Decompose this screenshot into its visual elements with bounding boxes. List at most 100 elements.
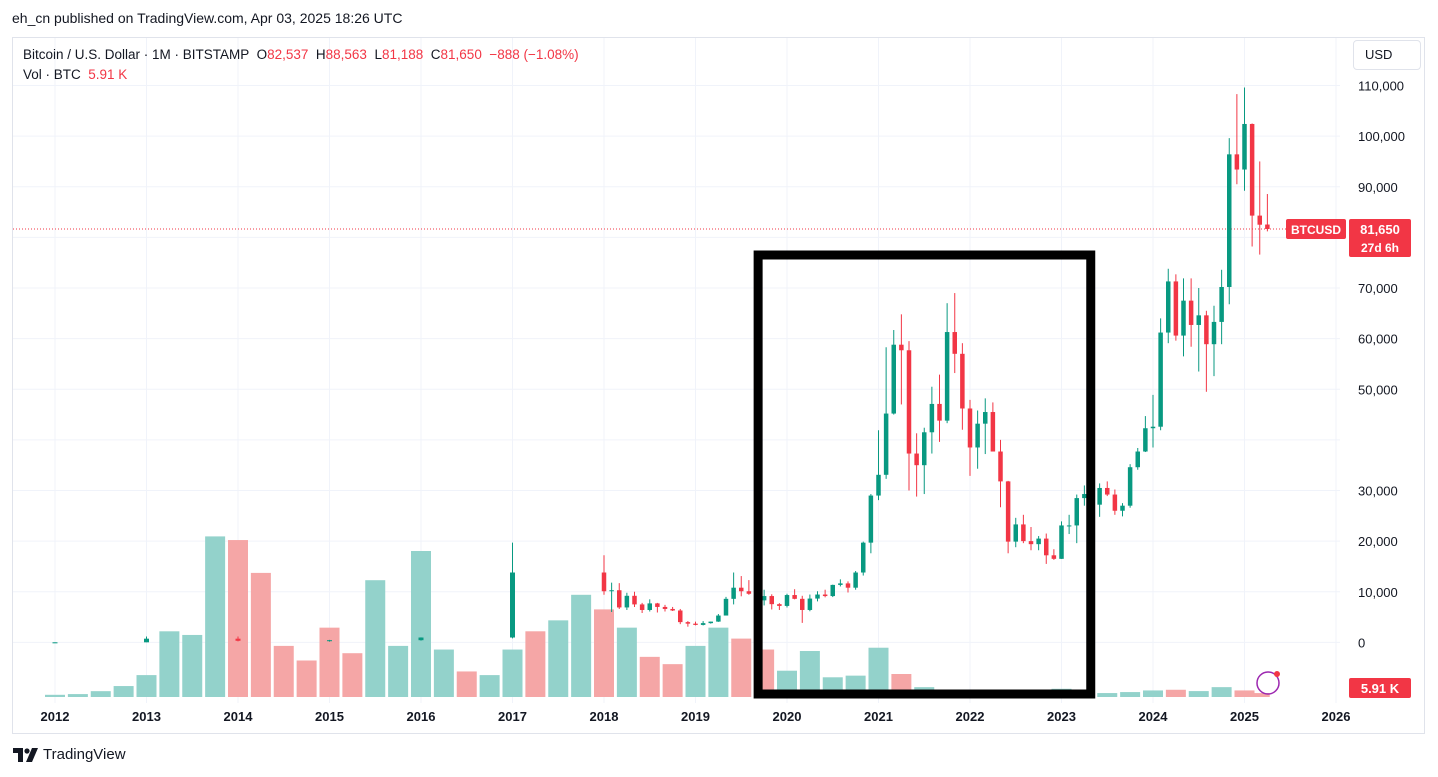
- price-axis-label: 90,000: [1358, 180, 1398, 195]
- candle-body: [922, 432, 927, 466]
- legend-change: −888 (−1.08%): [489, 47, 579, 62]
- candle-body: [876, 474, 881, 496]
- candle-body: [899, 344, 904, 351]
- candle-body: [1044, 538, 1049, 556]
- volume-bar: [868, 647, 889, 697]
- candle-body: [1112, 494, 1118, 511]
- candle-body: [1234, 154, 1240, 170]
- candle-body: [853, 572, 858, 588]
- legend-ohlc-row: Bitcoin / U.S. Dollar · 1M · BITSTAMP O8…: [23, 45, 579, 65]
- volume-bar: [1234, 690, 1255, 697]
- candle-body: [998, 451, 1003, 482]
- candle-body: [693, 623, 698, 625]
- time-axis-label: 2025: [1230, 709, 1259, 724]
- candle-body: [1158, 332, 1163, 427]
- candle-body: [769, 596, 774, 605]
- legend-high: 88,563: [325, 47, 367, 62]
- candle-body: [975, 423, 980, 448]
- candle-body: [929, 403, 935, 433]
- price-axis-label: 50,000: [1358, 382, 1398, 397]
- candle-body: [1051, 555, 1057, 559]
- price-axis-label: 10,000: [1358, 585, 1398, 600]
- candle-body: [624, 595, 630, 608]
- candle-body: [1066, 525, 1072, 527]
- candle-body: [891, 344, 896, 414]
- candle-body: [1143, 428, 1148, 452]
- candles: [52, 87, 1270, 644]
- volume-bar: [685, 645, 706, 697]
- candle-body: [639, 604, 645, 610]
- countdown-tag: 27d 6h: [1361, 241, 1399, 255]
- time-axis-label: 2023: [1047, 709, 1076, 724]
- candle-body: [1120, 505, 1125, 511]
- candle-body: [952, 332, 957, 354]
- volume-bar: [571, 594, 592, 697]
- candle-body: [967, 408, 973, 448]
- volume-bar: [67, 694, 88, 697]
- volume-bar: [479, 675, 500, 697]
- time-axis-label: 2026: [1322, 709, 1351, 724]
- candle-body: [1181, 300, 1186, 336]
- tradingview-logo-icon: [13, 747, 38, 762]
- candle-body: [1036, 538, 1041, 545]
- legend-symbol[interactable]: Bitcoin / U.S. Dollar · 1M · BITSTAMP: [23, 47, 250, 62]
- candle-body: [807, 598, 813, 610]
- candle-body: [708, 621, 713, 624]
- time-axis-label: 2013: [132, 709, 161, 724]
- candle-body: [1242, 123, 1247, 170]
- candle-body: [510, 572, 515, 638]
- volume-tag-bg: [1349, 678, 1411, 698]
- event-icon: [1256, 671, 1280, 695]
- candle-body: [1219, 286, 1224, 322]
- candle-body: [1059, 525, 1064, 559]
- candle-body: [235, 638, 241, 641]
- volume-bar: [708, 627, 729, 697]
- time-axis-label: 2020: [773, 709, 802, 724]
- candle-body: [800, 598, 805, 610]
- candle-body: [1196, 315, 1201, 325]
- volume-bar: [1188, 691, 1209, 697]
- candle-body: [983, 412, 988, 424]
- candle-body: [1021, 524, 1026, 542]
- candle-body: [144, 638, 149, 643]
- time-axis-label: 2014: [224, 709, 254, 724]
- last-price-tag: 81,650: [1360, 222, 1400, 237]
- price-axis-label: 70,000: [1358, 281, 1398, 296]
- time-axis-label: 2021: [864, 709, 893, 724]
- volume-bar: [731, 638, 752, 697]
- price-axis: 0 10,000 20,000 30,000 50,000 60,000 70,000 90,…: [1358, 79, 1405, 651]
- candle-body: [792, 595, 797, 599]
- candle-body: [1173, 281, 1179, 336]
- volume-bar: [159, 631, 180, 697]
- candle-body: [670, 608, 675, 611]
- legend-volume-row: Vol · BTC 5.91 K: [23, 65, 579, 85]
- candle-body: [1082, 494, 1087, 499]
- price-axis-label: 20,000: [1358, 534, 1398, 549]
- time-axis-label: 2024: [1139, 709, 1169, 724]
- time-axis: 2012 2013 2014 2015 2016 2017 2018 2019 2020 2021…: [41, 709, 1351, 724]
- volume-bar: [296, 660, 317, 697]
- legend-low: 81,188: [381, 47, 424, 62]
- tradingview-logo[interactable]: TradingView: [13, 746, 126, 763]
- time-axis-label: 2019: [681, 709, 710, 724]
- currency-button[interactable]: USD: [1353, 40, 1421, 70]
- time-axis-label: 2017: [498, 709, 527, 724]
- volume-bar: [1165, 689, 1186, 697]
- candle-body: [868, 495, 874, 543]
- candle-body: [845, 583, 851, 588]
- candle-body: [655, 603, 660, 607]
- candle-body: [1097, 487, 1102, 505]
- candle-body: [52, 642, 58, 644]
- volume-tag: 5.91 K: [1361, 681, 1400, 696]
- candle-body: [838, 583, 843, 585]
- candle-body: [861, 542, 866, 573]
- volume-bar: [502, 649, 523, 697]
- chart-legend: Bitcoin / U.S. Dollar · 1M · BITSTAMP O8…: [23, 45, 579, 85]
- volume-bar: [365, 580, 386, 697]
- last-price-tag-bg: [1349, 219, 1411, 258]
- volume-bar: [1120, 692, 1141, 697]
- legend-volume-label[interactable]: Vol · BTC: [23, 67, 81, 82]
- candle-body: [1127, 467, 1133, 506]
- candle-body: [822, 594, 828, 597]
